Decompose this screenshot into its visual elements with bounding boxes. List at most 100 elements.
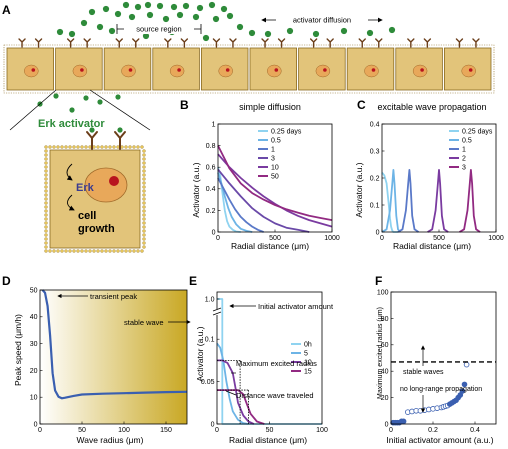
receptor-icon [326, 38, 334, 48]
legend-label: 1 [271, 147, 275, 154]
activator-dot [56, 28, 64, 36]
x-tick-label: 50 [78, 427, 86, 434]
data-point [400, 418, 407, 425]
y-tick-label: 0.4 [206, 186, 216, 193]
y-tick-label: 0 [376, 229, 380, 236]
membrane-bead [142, 157, 146, 161]
membrane-bead [112, 249, 116, 253]
cell-5 [200, 38, 249, 91]
y-tick-label: 0.8 [206, 143, 216, 150]
receptor-icon [83, 38, 91, 48]
cell-growth-label-1: cell [78, 210, 96, 222]
cell-nucleus [412, 64, 428, 78]
membrane-bead [68, 249, 72, 253]
legend-label: 0.25 days [462, 129, 493, 136]
chart-f-xlabel: Initial activator amount (a.u.) [386, 435, 493, 445]
activator-dot [248, 29, 256, 37]
erk-activator-label: Erk activator [38, 118, 105, 130]
membrane-bead [44, 249, 48, 253]
cell-growth-label-2: growth [78, 223, 115, 235]
activator-dot [122, 1, 130, 9]
cell-7 [298, 38, 346, 91]
chart-c: 0 500 1000 0 0.1 0.2 0.3 0.4 0.25 days 0.5 1 2 3 [370, 121, 504, 242]
membrane-bead [140, 145, 144, 149]
activator-dot [80, 19, 88, 27]
activator-dot [170, 3, 178, 11]
y-tick-label: 80 [381, 316, 389, 323]
axis-break-mark [212, 311, 222, 316]
membrane-bead [108, 145, 112, 149]
membrane-bead [142, 181, 146, 185]
cell-nucleus [121, 64, 136, 78]
receptor-icon [18, 38, 26, 48]
cell-nucleolus [31, 68, 36, 72]
receptor-icon [455, 38, 464, 48]
membrane-bead [44, 193, 48, 197]
activator-dot [53, 93, 59, 99]
y-tick-label: 0.3 [370, 148, 380, 155]
series-line [217, 177, 264, 233]
cell-3 [103, 38, 152, 91]
series-line [217, 145, 333, 221]
panel-label-f: F [375, 274, 382, 288]
y-tick-label: 0 [385, 421, 389, 428]
cell-1 [6, 38, 54, 91]
membrane-bead [44, 237, 48, 241]
series-line [381, 169, 401, 233]
membrane-bead [92, 249, 96, 253]
cell-nucleus [169, 64, 185, 78]
activator-dot [226, 12, 234, 20]
series-line [427, 169, 449, 233]
plot-frame [39, 289, 188, 425]
y-tick-label: 100 [377, 289, 389, 296]
erk-label: Erk [76, 182, 95, 194]
cell-9 [395, 38, 443, 91]
stable-waves-label: stable waves [403, 369, 444, 376]
source-region-label-bg [124, 23, 194, 34]
data-point [459, 388, 466, 394]
activator-dot [388, 26, 396, 34]
legend-label: 15 [304, 369, 312, 376]
x-tick-label: 0 [389, 427, 393, 434]
signal-arrow-2 [67, 194, 75, 211]
legend-label: 10 [271, 165, 279, 172]
activator-dot [286, 27, 294, 35]
activator-dot [68, 30, 76, 38]
membrane-bead [132, 145, 136, 149]
cell-6 [249, 38, 297, 91]
legend-label: 50 [271, 174, 279, 181]
x-tick-label: 500 [269, 235, 281, 242]
receptor-icon [114, 127, 126, 150]
membrane-bead [142, 185, 146, 189]
membrane-bead [44, 245, 48, 249]
y-tick-label: 0.4 [370, 121, 380, 128]
membrane-bead [104, 145, 108, 149]
nucleolus [109, 176, 119, 186]
membrane-bead [80, 249, 84, 253]
y-tick-label: 50 [30, 287, 38, 294]
axis-break-mark [212, 307, 222, 312]
membrane-bead [136, 249, 140, 253]
legend-label: 1 [462, 147, 466, 154]
membrane-bead [84, 249, 88, 253]
chart-f: 0 0.2 0.4 0 20 40 60 80 100 [377, 289, 497, 434]
cell-nucleolus [225, 68, 230, 72]
activator-dot [144, 1, 152, 9]
receptor-icon [375, 38, 383, 48]
chart-b-ylabel: Activator (a.u.) [191, 162, 201, 217]
axis-break-gap [213, 309, 221, 315]
y-tick-label: 60 [381, 342, 389, 349]
membrane-bead [48, 249, 52, 253]
initial-amount-label: Initial activator amount [258, 302, 334, 311]
transient-peak-label: transient peak [90, 292, 137, 301]
activator-dot [69, 107, 75, 113]
membrane-bead [142, 149, 146, 153]
activator-dot [208, 1, 216, 9]
series-line [217, 168, 310, 233]
x-tick-label: 0 [215, 427, 219, 434]
membrane-bead [72, 249, 76, 253]
legend-label: 10 [304, 360, 312, 367]
activator-dot [114, 10, 122, 18]
activator-dot [146, 11, 154, 19]
membrane-bead [76, 145, 80, 149]
